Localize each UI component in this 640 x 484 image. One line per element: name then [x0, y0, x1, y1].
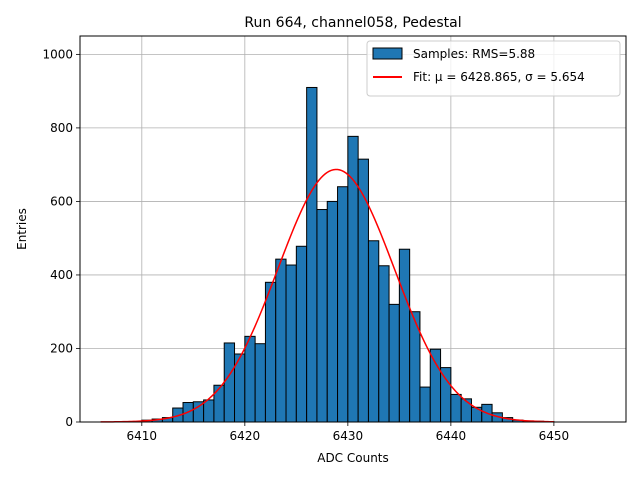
y-tick-label: 1000: [42, 47, 73, 61]
histogram-bar: [276, 259, 286, 422]
histogram-bar: [286, 265, 296, 422]
histogram-bar: [296, 246, 306, 422]
histogram-bar: [327, 201, 337, 422]
histogram-bar: [389, 304, 399, 422]
x-tick-label: 6440: [436, 429, 467, 443]
histogram-bar: [307, 87, 317, 422]
x-tick-label: 6450: [539, 429, 570, 443]
y-axis-label: Entries: [15, 208, 29, 250]
histogram-bar: [399, 249, 409, 422]
legend-fit-label: Fit: μ = 6428.865, σ = 5.654: [413, 70, 585, 84]
histogram-bar: [441, 368, 451, 422]
chart-title: Run 664, channel058, Pedestal: [244, 15, 461, 31]
x-tick-label: 6420: [230, 429, 261, 443]
y-tick-label: 200: [50, 341, 73, 355]
histogram-bar: [461, 399, 471, 422]
histogram-bar: [255, 344, 265, 422]
y-tick-label: 600: [50, 194, 73, 208]
histogram-bar: [358, 159, 368, 422]
histogram-bar: [430, 349, 440, 422]
histogram-bar: [451, 394, 461, 422]
histogram-bar: [420, 387, 430, 422]
y-tick-label: 400: [50, 268, 73, 282]
histogram-bar: [338, 187, 348, 422]
legend: Samples: RMS=5.88 Fit: μ = 6428.865, σ =…: [367, 41, 620, 96]
histogram-bar: [368, 241, 378, 422]
x-axis-label: ADC Counts: [317, 451, 389, 465]
histogram-bar: [317, 210, 327, 422]
y-tick-label: 800: [50, 121, 73, 135]
legend-histogram-swatch: [373, 48, 402, 59]
legend-histogram-label: Samples: RMS=5.88: [413, 47, 535, 61]
histogram-bar: [265, 282, 275, 422]
histogram-bar: [224, 343, 234, 422]
histogram-bar: [214, 385, 224, 422]
y-tick-label: 0: [65, 415, 73, 429]
x-tick-label: 6430: [333, 429, 364, 443]
histogram-bar: [379, 266, 389, 422]
histogram-bar: [245, 336, 255, 422]
histogram-bar: [204, 400, 214, 422]
x-tick-label: 6410: [127, 429, 158, 443]
